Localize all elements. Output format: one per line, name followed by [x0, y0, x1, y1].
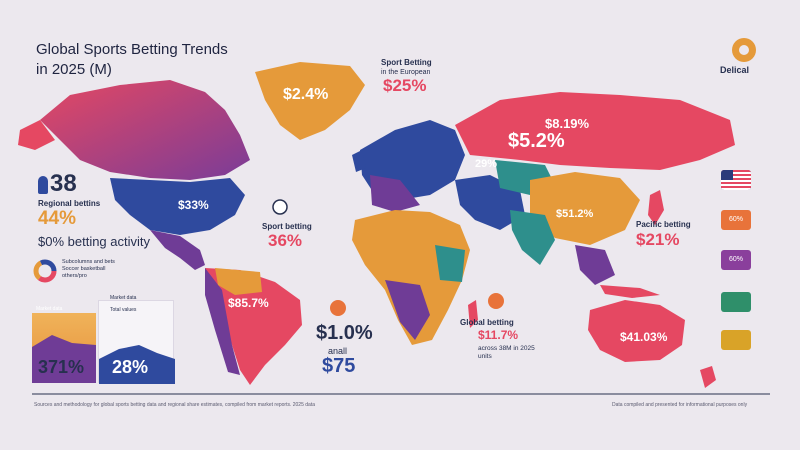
label-russia-a: $8.19%	[545, 116, 590, 131]
donut-icon	[33, 259, 57, 283]
donut-legend-item: Soccer basketball	[62, 266, 106, 272]
label-greenland: $2.4%	[283, 86, 329, 103]
flag-badge-2: 60%	[721, 210, 751, 230]
footer-left: Sources and methodology for global sport…	[34, 402, 454, 408]
label-china: $51.2%	[556, 208, 594, 220]
map-japan	[648, 190, 664, 225]
basketball-icon-2	[488, 293, 504, 309]
label-south-atlantic-a: $1.0%	[316, 322, 373, 344]
label-middle-east: 29%	[475, 158, 498, 170]
flag-badge-us	[721, 170, 751, 190]
map-south-america-west	[205, 268, 240, 375]
map-australia	[588, 300, 685, 362]
label-europe-sub: in the European	[381, 69, 431, 76]
label-south-atlantic-c: $75	[322, 355, 356, 377]
soccer-ball-icon	[272, 199, 288, 215]
map-india	[510, 210, 555, 265]
person-icon	[38, 176, 48, 194]
footer-left-text: Sources and methodology for global sport…	[34, 402, 315, 408]
map-madagascar	[468, 300, 478, 328]
label-africa: Global betting	[460, 318, 514, 327]
label-north-america: $33%	[178, 198, 209, 212]
bar-value-a: 371%	[38, 357, 85, 377]
donut-legend: Subcolumns and bets Soccer basketball ot…	[62, 259, 142, 280]
map-alaska	[18, 120, 55, 150]
map-new-zealand	[700, 366, 716, 388]
label-japan: Pacific betting	[636, 220, 691, 229]
label-atlantic: Sport betting	[262, 222, 312, 231]
map-china	[530, 172, 640, 245]
bar-chart-a-graphic	[32, 313, 96, 383]
label-japan-value: $21%	[636, 230, 680, 249]
label-atlantic-value: 36%	[268, 231, 303, 250]
map-south-america	[205, 268, 302, 385]
map-uk	[352, 150, 366, 172]
map-usa	[110, 178, 245, 235]
donut-legend-item: others/pro	[62, 273, 87, 279]
regional-value: 44%	[38, 208, 77, 229]
regional-label: Regional bettins	[38, 199, 101, 208]
map-africa-east	[435, 245, 465, 282]
map-south-america-north	[215, 268, 262, 295]
flag-badge-4	[721, 292, 751, 312]
label-europe-value: $25%	[383, 76, 427, 95]
flag-badge-label: 60%	[728, 256, 743, 263]
bar-panel-a	[32, 305, 96, 383]
map-canada	[40, 80, 250, 180]
big-number: 38	[50, 170, 77, 197]
label-africa-sub: across 38M in 2025 units	[478, 345, 535, 360]
map-russia	[455, 92, 735, 170]
label-russia-b: $5.2%	[508, 130, 565, 152]
activity-text: $0% betting activity	[38, 234, 151, 249]
flag-badge-label: 60%	[728, 216, 743, 223]
map-se-asia	[575, 245, 615, 285]
map-europe-south	[370, 175, 420, 212]
bar-chart-b-graphic	[99, 345, 175, 384]
brand-name: Delical	[720, 65, 750, 75]
bar-header-b1: Market data	[110, 295, 137, 301]
bar-header-b2: Total values	[110, 307, 137, 313]
map-greenland	[255, 62, 365, 140]
footer-right: Data compiled and presented for informat…	[612, 402, 748, 408]
donut-legend-item: Subcolumns and bets	[62, 259, 115, 265]
basketball-icon	[330, 300, 346, 316]
flag-badge-3: 60%	[721, 250, 751, 270]
bar-panel-b	[98, 300, 175, 384]
bar-header-a: Market data	[36, 306, 63, 312]
map-mexico	[150, 230, 205, 270]
flag-badge-5	[721, 330, 751, 350]
label-south-atlantic-b: anall	[328, 346, 348, 356]
label-africa-value: $11.7%	[478, 328, 519, 342]
page-title: Global Sports Betting Trends in 2025 (M)	[36, 41, 228, 78]
brand-logo-icon	[732, 38, 756, 62]
label-australia: $41.03%	[620, 330, 668, 344]
bar-value-b: 28%	[112, 357, 149, 377]
map-africa-central	[385, 280, 430, 340]
label-south-america: $85.7%	[228, 296, 269, 310]
label-europe-top: Sport Betting	[381, 58, 432, 67]
map-indonesia	[600, 285, 660, 298]
map-africa	[352, 210, 470, 345]
